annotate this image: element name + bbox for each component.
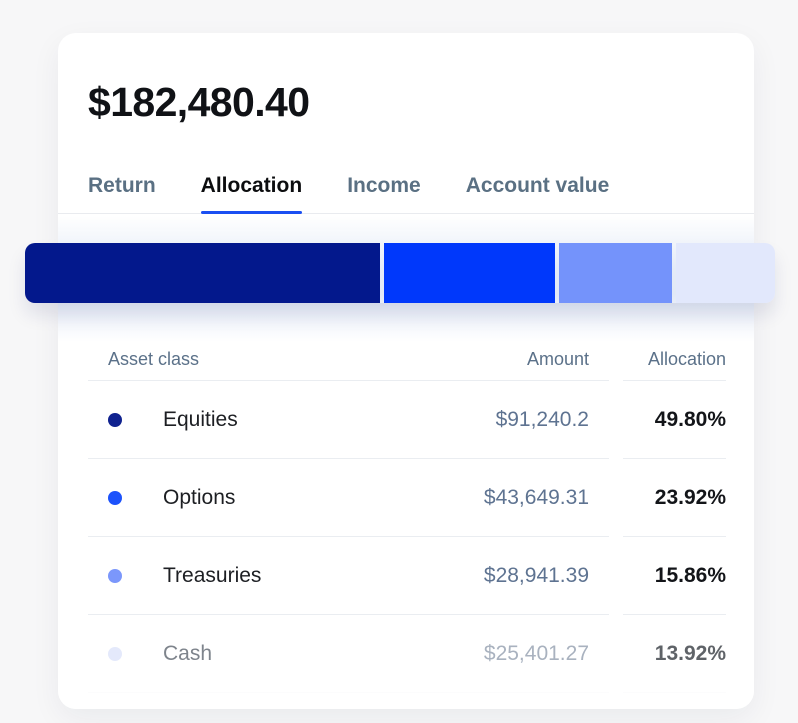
- tab-income[interactable]: Income: [347, 174, 421, 213]
- asset-allocation: 23.92%: [654, 485, 726, 509]
- row-main: Equities $91,240.2: [88, 381, 609, 459]
- asset-name: Options: [163, 485, 236, 509]
- bar-segment-cash[interactable]: [675, 243, 775, 303]
- row-alloc: 13.92%: [623, 615, 726, 693]
- asset-name: Equities: [163, 407, 238, 431]
- asset-amount: $28,941.39: [483, 563, 589, 587]
- table-row-options[interactable]: Options $43,649.31 23.92%: [88, 459, 726, 537]
- row-alloc: 23.92%: [623, 459, 726, 537]
- header-amount: Amount: [526, 348, 589, 369]
- table-header-alloc: Allocation: [623, 338, 726, 381]
- options-legend-dot-icon: [108, 490, 122, 505]
- row-alloc: 49.80%: [623, 381, 726, 459]
- row-main: Treasuries $28,941.39: [88, 537, 609, 615]
- asset-amount: $91,240.2: [495, 407, 589, 431]
- bar-segment-options[interactable]: [384, 243, 555, 303]
- equities-legend-dot-icon: [108, 412, 122, 427]
- bar-segment-treasuries[interactable]: [558, 243, 672, 303]
- row-alloc: 15.86%: [623, 537, 726, 615]
- asset-name: Treasuries: [163, 563, 262, 587]
- table-row-equities[interactable]: Equities $91,240.2 49.80%: [88, 381, 726, 459]
- table-header-main: Asset class Amount: [88, 338, 609, 381]
- table-row-treasuries[interactable]: Treasuries $28,941.39 15.86%: [88, 537, 726, 615]
- asset-amount: $43,649.31: [483, 485, 589, 509]
- cash-legend-dot-icon: [108, 646, 122, 661]
- table-header-row: Asset class Amount Allocation: [88, 338, 726, 381]
- treasuries-legend-dot-icon: [108, 568, 122, 583]
- tab-bar: Return Allocation Income Account value: [58, 174, 754, 214]
- asset-allocation: 15.86%: [654, 563, 726, 587]
- header-asset-class: Asset class: [108, 348, 200, 369]
- allocation-table: Asset class Amount Allocation Equities $…: [88, 338, 726, 693]
- table-row-cash[interactable]: Cash $25,401.27 13.92%: [88, 615, 726, 693]
- row-main: Options $43,649.31: [88, 459, 609, 537]
- bar-segment-equities[interactable]: [25, 243, 381, 303]
- asset-allocation: 49.80%: [654, 407, 726, 431]
- tab-allocation[interactable]: Allocation: [200, 174, 302, 214]
- asset-name: Cash: [163, 641, 213, 665]
- portfolio-card: $182,480.40 Return Allocation Income Acc…: [58, 33, 754, 709]
- tab-return[interactable]: Return: [88, 174, 156, 213]
- allocation-stacked-bar: [25, 243, 775, 303]
- tab-account-value[interactable]: Account value: [466, 174, 610, 213]
- account-value: $182,480.40: [88, 79, 310, 125]
- row-main: Cash $25,401.27: [88, 615, 609, 693]
- header-allocation: Allocation: [647, 348, 726, 369]
- asset-allocation: 13.92%: [654, 641, 726, 665]
- asset-amount: $25,401.27: [483, 641, 589, 665]
